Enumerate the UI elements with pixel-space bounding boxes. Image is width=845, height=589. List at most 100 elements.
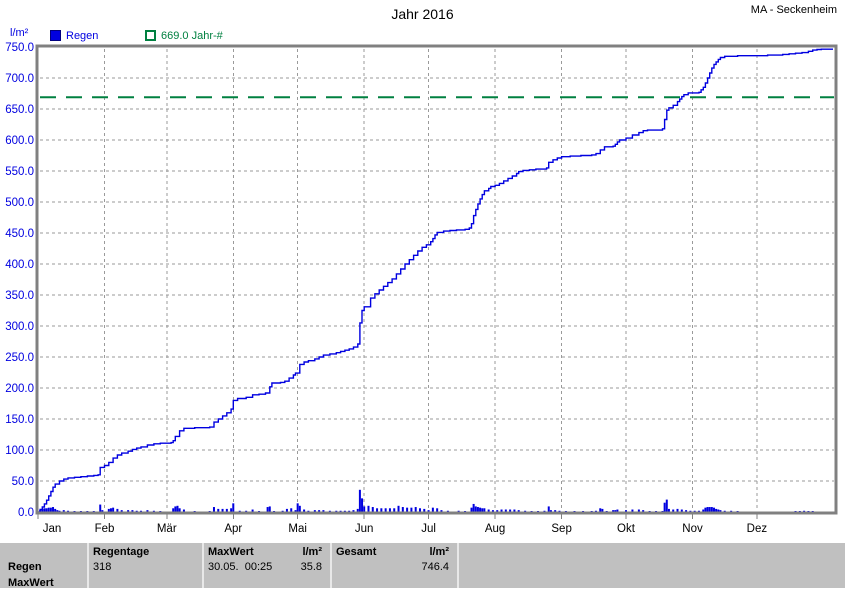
value-gesamt: 746.4 <box>421 561 449 573</box>
rain-bar <box>99 504 102 512</box>
rain-bar <box>127 510 130 512</box>
rain-bar <box>693 510 696 512</box>
y-tick-label: 400.0 <box>5 259 34 271</box>
y-tick-label: 750.0 <box>5 42 34 54</box>
rain-bar <box>376 508 379 512</box>
plot-frame <box>35 44 838 515</box>
rain-bar <box>500 509 503 512</box>
rain-bar <box>251 509 254 512</box>
maxwert-time: 00:25 <box>244 561 273 573</box>
rain-bar <box>135 510 138 512</box>
rain-bar <box>43 508 46 512</box>
rain-bar <box>131 510 134 512</box>
rain-bar <box>56 510 59 512</box>
rain-bar <box>303 509 306 512</box>
rain-bar <box>318 510 321 512</box>
y-tick-label: 350.0 <box>5 290 34 302</box>
rain-bar <box>225 508 228 512</box>
unit-maxwert: l/m² <box>302 546 322 558</box>
rain-bar <box>601 508 604 512</box>
rain-bar <box>599 508 602 512</box>
rain-bar <box>339 510 342 512</box>
rain-bar <box>335 510 338 512</box>
rain-bar <box>625 510 628 512</box>
rain-bar <box>706 507 709 512</box>
y-tick-label: 450.0 <box>5 228 34 240</box>
rain-bar <box>549 510 552 512</box>
rain-bar <box>298 505 301 512</box>
rain-bar <box>708 507 711 512</box>
maxwert-date: 30.05. <box>208 561 239 573</box>
rain-bar <box>322 510 325 512</box>
rain-bar <box>631 509 634 512</box>
rain-bar <box>614 510 617 512</box>
rain-chart-plot: Jan Feb Mär Apr Mai Jun Jul Aug Sep Okt Nov Dez 0.0 5… <box>5 42 838 535</box>
table-cell-gesamt: Gesamt l/m² 746.4 <box>332 543 455 588</box>
month-label: Jan <box>43 523 62 535</box>
header-gesamt: Gesamt <box>336 546 377 558</box>
rain-bar <box>423 508 426 512</box>
value-maxwert-amount: 35.8 <box>300 561 322 573</box>
rain-bar <box>367 505 370 512</box>
table-separator <box>457 543 459 588</box>
value-regentage: 318 <box>93 561 112 573</box>
rain-bar <box>363 506 366 512</box>
rain-bar <box>406 507 409 512</box>
rain-bar <box>52 507 55 512</box>
row-label-maxwert-partial: MaxWert <box>8 577 54 589</box>
rain-bar <box>715 508 718 512</box>
rain-bar <box>397 505 400 512</box>
summary-table: Regen MaxWert Regentage 318 MaxWert l/m²… <box>0 543 845 589</box>
y-tick-label: 300.0 <box>5 321 34 333</box>
rain-bar <box>212 507 215 512</box>
rain-bar <box>182 509 185 512</box>
table-separator <box>202 543 204 588</box>
rain-bar <box>67 510 70 512</box>
y-tick-label: 0.0 <box>18 507 34 519</box>
rain-bar <box>58 510 61 512</box>
rain-bar <box>472 503 475 512</box>
rain-bar <box>470 507 473 512</box>
rain-bar <box>116 508 119 512</box>
rain-bar <box>140 510 143 512</box>
rain-bar <box>730 510 733 512</box>
y-tick-label: 550.0 <box>5 166 34 178</box>
rain-bar <box>221 508 224 512</box>
rain-bar <box>41 508 44 512</box>
rain-bar <box>313 510 316 512</box>
rain-bar <box>685 510 688 512</box>
rain-bar <box>146 510 149 512</box>
rain-bar <box>637 509 640 512</box>
rain-bar <box>717 509 720 512</box>
rain-bar <box>307 510 310 512</box>
month-label: Nov <box>682 523 703 535</box>
rain-bar <box>384 508 387 512</box>
rain-bar <box>446 510 449 512</box>
rain-bar <box>513 509 516 512</box>
rain-bar <box>290 508 293 512</box>
page-title: Jahr 2016 <box>391 6 454 22</box>
header-maxwert: MaxWert <box>208 546 254 558</box>
table-cell-regentage: Regentage 318 <box>89 543 200 588</box>
month-label: Mai <box>288 523 307 535</box>
rain-bar <box>245 510 248 512</box>
y-tick-label: 650.0 <box>5 104 34 116</box>
month-label: Sep <box>551 523 571 535</box>
rain-bar <box>427 510 430 512</box>
rain-bar <box>238 510 241 512</box>
rain-bar <box>294 510 297 512</box>
rain-bar <box>479 507 482 512</box>
y-tick-label: 50.0 <box>12 476 34 488</box>
rain-bar <box>296 503 299 512</box>
rain-bar <box>474 506 477 512</box>
rain-bar <box>712 507 715 512</box>
cumulative-line <box>38 48 833 513</box>
rain-bar <box>723 510 726 512</box>
legend-item-rain: Regen <box>50 29 98 42</box>
unit-gesamt: l/m² <box>429 546 449 558</box>
rain-bar <box>491 510 494 512</box>
rain-bar <box>285 508 288 512</box>
rain-bar <box>431 507 434 512</box>
rain-bar <box>343 510 346 512</box>
rain-bar <box>702 509 705 512</box>
